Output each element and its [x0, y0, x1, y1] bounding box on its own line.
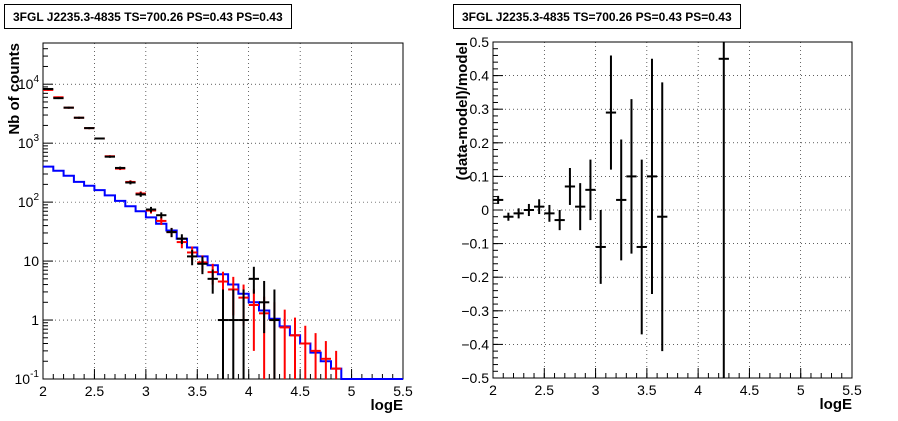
data-point	[176, 234, 187, 244]
data-point	[63, 106, 74, 109]
x-tick-label: 2	[489, 382, 497, 398]
data-point	[156, 217, 167, 225]
data-point	[523, 203, 535, 217]
x-tick-label: 3	[142, 383, 150, 399]
x-tick-label: 4.5	[290, 383, 310, 399]
counts-chart: 2 2.5 3 3.5 4 4.5 5 5.5 10-1 1 10 102 103 104 logE Nb o…	[6, 42, 413, 414]
y-tick-label: 0	[481, 202, 489, 218]
data-point	[331, 350, 342, 379]
x-tick-label: 2.5	[85, 383, 105, 399]
data-point	[310, 333, 321, 379]
x-tick-label: 4	[694, 382, 702, 398]
data-point	[493, 195, 504, 204]
data-point	[238, 289, 249, 379]
y-axis-label: (data-model)/model	[454, 42, 471, 180]
y-tick-label: 0.2	[470, 135, 490, 151]
x-axis-label: logE	[820, 396, 853, 413]
data-point	[84, 127, 95, 130]
data-point	[145, 206, 157, 213]
data-point	[166, 227, 177, 238]
y-tick-label: 0.5	[470, 34, 490, 50]
y-tick-label: 104	[18, 74, 40, 92]
x-tick-label: 5	[797, 382, 805, 398]
x-axis-label: logE	[371, 397, 404, 414]
data-point	[718, 42, 729, 378]
data-point	[248, 266, 259, 294]
data-point	[564, 168, 576, 205]
data-point	[135, 192, 146, 197]
x-tick-label: 4	[245, 383, 253, 399]
x-tick-label: 3.5	[188, 383, 208, 399]
y-tick-label: 102	[18, 192, 40, 210]
data-point	[269, 289, 280, 379]
x-tick-label: 2	[39, 383, 47, 399]
x-tick-label: 4.5	[740, 382, 760, 398]
data-point	[544, 204, 555, 222]
data-point	[259, 280, 270, 334]
model-step-line	[43, 165, 403, 380]
data-point	[289, 317, 301, 379]
right-chart-panel: 2 2.5 3 3.5 4 4.5 5 5.5 −0.5 −0.4 −0.3 −0.2 −0.1 0 0.1…	[449, 0, 898, 421]
y-tick-label: −0.3	[461, 303, 489, 319]
data-point	[53, 97, 64, 100]
data-point	[73, 116, 85, 119]
y-tick-label: 103	[18, 133, 40, 151]
y-tick-label: 0.4	[470, 68, 490, 84]
x-tick-label: 5	[348, 383, 356, 399]
data-point	[300, 325, 311, 379]
data-point	[248, 289, 259, 351]
data-point	[115, 166, 126, 170]
data-point	[187, 249, 198, 266]
y-tick-label: 10	[23, 253, 39, 269]
data-point	[197, 256, 208, 275]
data-point	[217, 289, 229, 379]
data-point	[534, 199, 545, 215]
chart-title: 3FGL J2235.3-4835 TS=700.26 PS=0.43 PS=0…	[453, 4, 741, 29]
data-point	[616, 139, 627, 261]
data-point	[94, 137, 105, 140]
y-tick-label: −0.5	[461, 370, 489, 386]
data-point	[554, 210, 565, 231]
y-tick-label: −0.2	[461, 269, 489, 285]
y-tick-label: 0.1	[470, 168, 490, 184]
data-point	[43, 87, 54, 90]
y-tick-label: −0.4	[461, 336, 489, 352]
x-tick-label: 3.5	[637, 382, 657, 398]
data-point	[626, 99, 637, 254]
chart-title: 3FGL J2235.3-4835 TS=700.26 PS=0.43 PS=0…	[4, 4, 292, 29]
data-point	[575, 183, 586, 231]
y-tick-label: 10-1	[15, 369, 40, 387]
data-point	[279, 309, 290, 379]
data-point	[595, 210, 606, 284]
y-tick-label: −0.1	[461, 236, 489, 252]
x-tick-label: 5.5	[842, 382, 862, 398]
plot-frame	[492, 41, 853, 379]
data-point	[636, 159, 647, 335]
data-point	[125, 180, 136, 185]
y-tick-label: 1	[31, 312, 39, 328]
data-point	[207, 269, 218, 294]
residuals-chart: 2 2.5 3 3.5 4 4.5 5 5.5 −0.5 −0.4 −0.3 −0.2 −0.1 0 0.1…	[454, 34, 862, 413]
data-point	[585, 159, 596, 221]
data-point	[513, 208, 524, 219]
x-tick-label: 3	[592, 382, 600, 398]
data-point	[156, 212, 167, 219]
x-tick-label: 5.5	[393, 383, 413, 399]
data-point	[320, 341, 331, 379]
left-chart-panel: 2 2.5 3 3.5 4 4.5 5 5.5 10-1 1 10 102 103 104 logE Nb o…	[4, 4, 413, 414]
data-point	[228, 289, 239, 379]
y-tick-label: 0.3	[470, 101, 490, 117]
data-point	[657, 82, 668, 352]
y-axis-label: Nb of counts	[6, 43, 23, 135]
x-tick-label: 2.5	[535, 382, 555, 398]
data-point	[104, 155, 115, 158]
data-point	[646, 58, 658, 294]
data-point	[503, 212, 514, 221]
data-point	[605, 55, 617, 170]
